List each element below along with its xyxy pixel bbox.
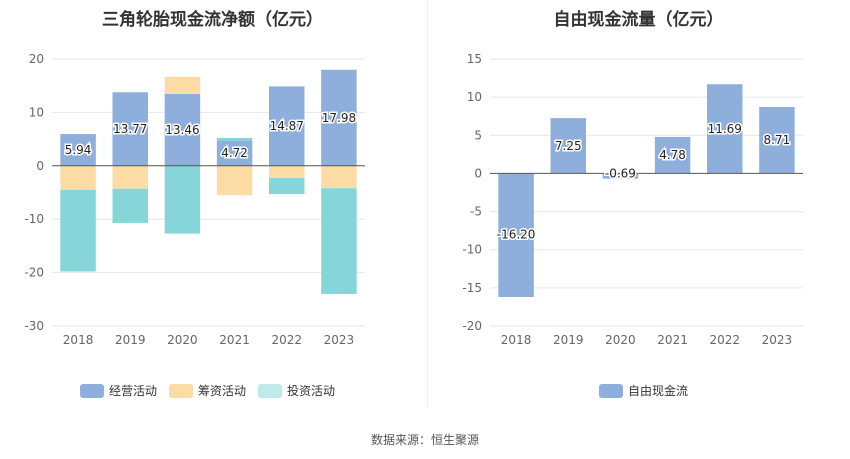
x-tick-label: 2021: [657, 333, 688, 347]
bar-自由现金流-2020: [602, 173, 639, 179]
y-tick-label: 0: [474, 166, 482, 180]
bar-自由现金流-2018: [498, 173, 534, 298]
bar-经营活动-2021: [216, 140, 253, 166]
y-tick-label: -30: [24, 319, 44, 333]
source-note: 数据来源：恒生聚源: [370, 433, 479, 447]
legend-swatch: [599, 383, 623, 398]
bar-筹资活动-2021: [216, 165, 253, 196]
data-label: 4.72: [221, 146, 248, 160]
data-label: -0.69: [605, 166, 636, 180]
legend-item[interactable]: 筹资活动: [169, 382, 246, 399]
chart-title-free-cashflow: 自由现金流量（亿元）: [553, 10, 724, 30]
y-tick-label: 15: [467, 52, 482, 66]
bar-投资活动-2020: [164, 165, 201, 234]
data-label: 13.46: [165, 123, 199, 137]
data-label: 14.87: [270, 119, 304, 133]
bar-自由现金流-2022: [707, 84, 743, 174]
bar-筹资活动-2019: [112, 165, 148, 189]
bar-投资活动-2023: [321, 188, 357, 294]
y-tick-label: 5: [474, 128, 482, 142]
legend-label: 经营活动: [109, 384, 158, 398]
bar-经营活动-2019: [112, 92, 148, 166]
y-tick-label: -15: [462, 281, 482, 295]
y-tick-label: 10: [467, 90, 482, 104]
y-tick-label: -20: [24, 266, 44, 280]
y-tick-label: -10: [24, 212, 44, 226]
bar-自由现金流-2019: [550, 118, 586, 174]
x-tick-label: 2018: [63, 333, 94, 347]
bar-投资活动-2019: [112, 188, 148, 223]
x-tick-label: 2022: [709, 333, 740, 347]
x-tick-label: 2020: [605, 333, 636, 347]
y-tick-label: 20: [29, 52, 44, 66]
data-label: 5.94: [65, 143, 92, 157]
bar-经营活动-2023: [321, 69, 357, 166]
x-tick-label: 2023: [762, 333, 793, 347]
x-tick-label: 2018: [501, 333, 532, 347]
bar-经营活动-2020: [164, 93, 201, 166]
data-label: 17.98: [322, 111, 356, 125]
legend-item[interactable]: 自由现金流: [599, 382, 688, 399]
bar-筹资活动-2020: [164, 76, 201, 94]
bar-筹资活动-2018: [60, 165, 96, 190]
bar-经营活动-2018: [60, 134, 96, 166]
bar-投资活动-2022: [269, 178, 305, 195]
legend-swatch: [258, 383, 283, 398]
bar-筹资活动-2022: [269, 165, 305, 179]
legend-free-cashflow: 自由现金流: [599, 382, 688, 399]
bar-自由现金流-2023: [759, 106, 795, 174]
x-tick-label: 2023: [324, 333, 355, 347]
x-tick-label: 2022: [271, 333, 302, 347]
y-tick-label: -5: [470, 205, 482, 219]
data-label: 4.78: [659, 148, 686, 162]
legend-label: 投资活动: [287, 384, 336, 398]
x-tick-label: 2021: [219, 333, 250, 347]
data-label: 8.71: [764, 133, 791, 147]
chart-title-cashflow: 三角轮胎现金流净额（亿元）: [102, 10, 323, 30]
legend-cashflow: 经营活动 筹资活动 投资活动: [80, 382, 335, 399]
data-label: 11.69: [708, 122, 742, 136]
y-tick-label: -10: [462, 243, 482, 257]
x-tick-label: 2019: [553, 333, 584, 347]
panel-divider: [427, 0, 428, 408]
y-tick-label: 10: [29, 105, 44, 119]
bar-自由现金流-2021: [654, 136, 691, 174]
bar-经营活动-2022: [269, 86, 305, 166]
legend-item[interactable]: 经营活动: [80, 382, 157, 399]
data-label: 13.77: [113, 122, 147, 136]
data-label: 7.25: [555, 139, 582, 153]
legend-label: 筹资活动: [198, 384, 247, 398]
legend-label: 自由现金流: [628, 384, 689, 398]
y-tick-label: 0: [36, 159, 44, 173]
x-tick-label: 2019: [115, 333, 146, 347]
bar-投资活动-2018: [60, 189, 96, 272]
legend-swatch: [169, 383, 194, 398]
legend-item[interactable]: 投资活动: [258, 382, 335, 399]
bar-筹资活动-2023: [321, 165, 357, 189]
x-tick-label: 2020: [167, 333, 198, 347]
legend-swatch: [80, 383, 104, 398]
bar-投资活动-2021: [216, 137, 253, 141]
y-tick-label: -20: [462, 319, 482, 333]
data-label: -16.20: [497, 227, 536, 241]
